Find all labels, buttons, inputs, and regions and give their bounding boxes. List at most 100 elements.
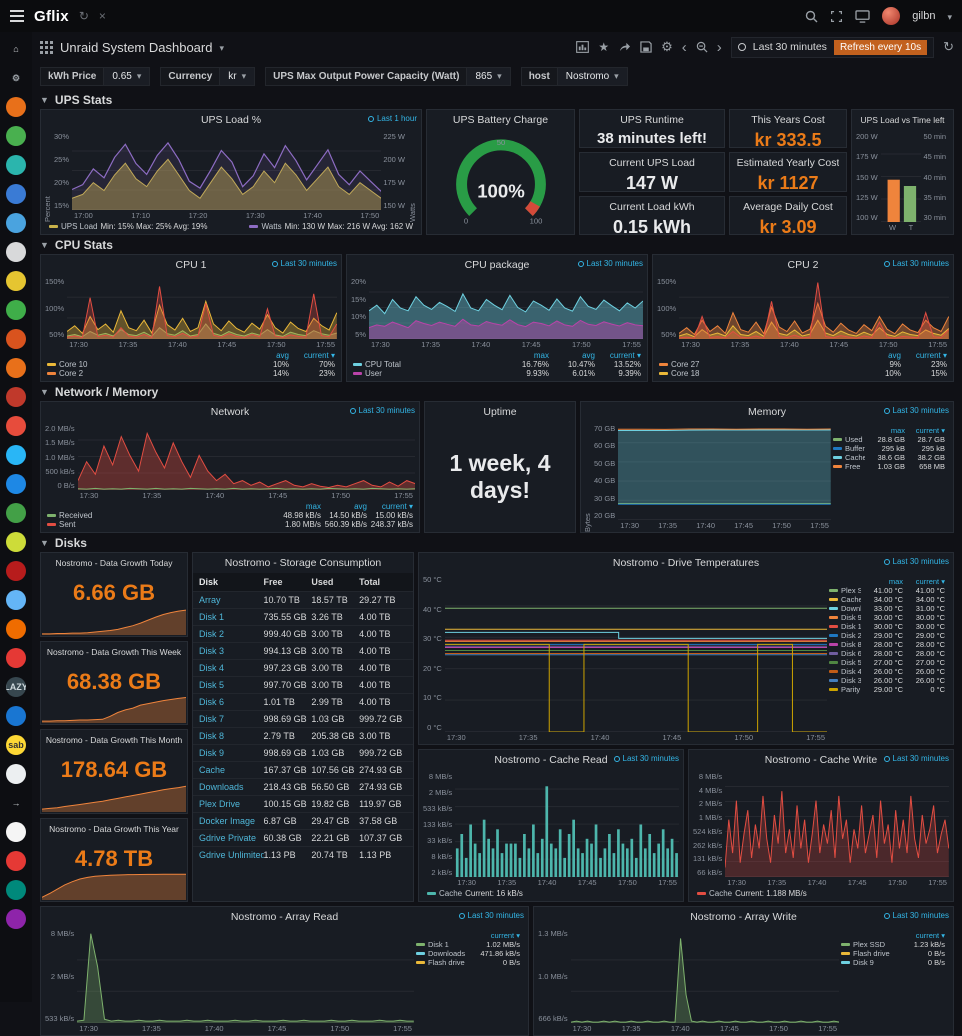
time-range-picker[interactable]: Last 30 minutes Refresh every 10s xyxy=(730,36,935,58)
kiosk-mode-icon[interactable] xyxy=(830,10,843,23)
app-icon-download[interactable] xyxy=(4,646,28,670)
lazylibrarian-icon[interactable]: LAZY xyxy=(4,675,28,699)
panel-title[interactable]: Nostromo - Data Growth This Week xyxy=(46,646,182,657)
dashboard-settings-icon[interactable]: ⚙ xyxy=(661,39,673,54)
hamburger-menu-icon[interactable] xyxy=(10,10,24,22)
panel-title[interactable]: Nostromo - Cache Read xyxy=(494,754,608,766)
snapshot-icon[interactable]: ↻ xyxy=(78,9,89,23)
app-icon-cyan[interactable] xyxy=(4,443,28,467)
panel-title[interactable]: This Years Cost xyxy=(751,114,825,126)
user-menu-caret[interactable] xyxy=(947,7,952,25)
panel-time-override[interactable]: Last 30 minutes xyxy=(883,754,949,763)
app-icon-red[interactable] xyxy=(4,414,28,438)
legend-item[interactable]: Parity 29.00 °C 0 °C xyxy=(829,685,945,694)
legend-item[interactable]: Sent 1.80 MB/s 560.39 kB/s 248.37 kB/s xyxy=(47,520,413,529)
cache-read-chart[interactable] xyxy=(455,772,679,877)
close-icon[interactable]: × xyxy=(98,9,106,23)
app-icon-sky[interactable] xyxy=(4,588,28,612)
legend-item[interactable]: Disk 1 1.02 MB/s xyxy=(416,940,520,949)
legend-item[interactable]: Disk 6 28.00 °C 28.00 °C xyxy=(829,649,945,658)
variable-dropdown[interactable]: Currency kr xyxy=(160,66,256,86)
panel-time-override[interactable]: Last 30 minutes xyxy=(883,406,949,415)
library-icon[interactable] xyxy=(4,762,28,786)
app-icon-blue[interactable] xyxy=(4,182,28,206)
panel-title[interactable]: Average Daily Cost xyxy=(743,200,833,213)
github-icon[interactable] xyxy=(4,820,28,844)
cpu2-chart[interactable] xyxy=(679,277,949,339)
share-icon[interactable] xyxy=(618,41,631,53)
add-panel-icon[interactable] xyxy=(576,41,590,53)
dashboard-title[interactable]: Unraid System Dashboard xyxy=(60,39,213,55)
ups-bar-chart[interactable] xyxy=(880,132,922,222)
app-icon-light[interactable] xyxy=(4,240,28,264)
panel-time-override[interactable]: Last 30 minutes xyxy=(349,406,415,415)
panel-title[interactable]: Nostromo - Array Read xyxy=(230,911,339,923)
panel-time-override[interactable]: Last 30 minutes xyxy=(577,259,643,268)
legend-item[interactable]: Disk 9 30.00 °C 30.00 °C xyxy=(829,613,945,622)
panel-title[interactable]: UPS Load vs Time left xyxy=(860,115,945,125)
save-icon[interactable] xyxy=(640,41,652,53)
legend-item[interactable]: CPU Total 16.76% 10.47% 13.52% xyxy=(353,360,641,369)
settings-icon[interactable]: ⚙ xyxy=(11,72,21,83)
star-dashboard-icon[interactable]: ★ xyxy=(598,40,610,54)
variable-dropdown[interactable]: host Nostromo xyxy=(520,66,628,86)
app-icon-rust[interactable] xyxy=(4,327,28,351)
legend-item[interactable]: Downloads 471.86 kB/s xyxy=(416,949,520,958)
panel-time-override[interactable]: Last 30 minutes xyxy=(271,259,337,268)
panel-title[interactable]: Network xyxy=(210,406,250,418)
ups-load-chart[interactable] xyxy=(72,132,382,210)
dashboard-title-caret[interactable] xyxy=(219,38,224,56)
home-icon[interactable]: ⌂ xyxy=(13,43,19,54)
panel-title[interactable]: CPU package xyxy=(464,259,530,271)
panel-title[interactable]: UPS Runtime xyxy=(620,114,684,126)
legend-item[interactable]: Core 10 10% 70% xyxy=(47,360,335,369)
cpu1-chart[interactable] xyxy=(67,277,337,339)
panel-time-override[interactable]: Last 30 minutes xyxy=(883,557,949,566)
refresh-interval-chip[interactable]: Refresh every 10s xyxy=(833,39,928,55)
panel-title[interactable]: Current Load kWh xyxy=(609,200,695,213)
app-icon-orange[interactable] xyxy=(4,617,28,641)
tv-mode-icon[interactable] xyxy=(855,9,870,23)
panel-title[interactable]: Estimated Yearly Cost xyxy=(736,157,840,170)
user-avatar[interactable] xyxy=(882,7,901,25)
section-cpu-stats[interactable]: ▼ CPU Stats xyxy=(40,238,113,252)
panel-title[interactable]: Nostromo - Data Growth This Month xyxy=(45,735,183,745)
app-icon-violet[interactable] xyxy=(4,907,28,931)
username[interactable]: gilbn xyxy=(912,10,936,22)
panel-title[interactable]: CPU 1 xyxy=(175,259,207,271)
legend-item[interactable]: Disk 2 29.00 °C 29.00 °C xyxy=(829,631,945,640)
panel-time-override[interactable]: Last 30 minutes xyxy=(613,754,679,763)
panel-title[interactable]: Memory xyxy=(748,406,786,418)
app-icon-yellow[interactable] xyxy=(4,269,28,293)
legend-item[interactable]: Core 2 14% 23% xyxy=(47,369,335,378)
zoom-out-icon[interactable] xyxy=(696,41,708,53)
cpu-package-chart[interactable] xyxy=(369,277,643,339)
drive-temperatures-chart[interactable] xyxy=(444,575,827,732)
app-icon-leaf[interactable] xyxy=(4,501,28,525)
network-chart[interactable] xyxy=(77,424,415,490)
legend-item[interactable]: Cache 34.00 °C 34.00 °C xyxy=(829,595,945,604)
app-logo[interactable]: Gflix xyxy=(34,7,69,25)
legend-item[interactable]: Disk 4 26.00 °C 26.00 °C xyxy=(829,667,945,676)
cycle-prev-icon[interactable]: ‹ xyxy=(681,38,687,56)
legend-item[interactable]: Disk 5 27.00 °C 27.00 °C xyxy=(829,658,945,667)
panel-time-override[interactable]: Last 1 hour xyxy=(367,114,417,123)
section-disks[interactable]: ▼ Disks xyxy=(40,536,87,550)
logout-icon[interactable]: → xyxy=(11,797,21,808)
array-write-chart[interactable] xyxy=(570,929,839,1023)
section-network-memory[interactable]: ▼ Network / Memory xyxy=(40,385,159,399)
panel-title[interactable]: Uptime xyxy=(483,406,517,418)
memory-chart[interactable] xyxy=(618,424,831,520)
grafana-icon[interactable] xyxy=(4,356,28,380)
panel-time-override[interactable]: Last 30 minutes xyxy=(883,259,949,268)
legend-item[interactable]: Watts Min: 130 W Max: 216 W Avg: 162 W xyxy=(249,222,413,231)
legend-item[interactable]: Plex SSD 41.00 °C41.00 °C xyxy=(829,586,945,595)
legend-item[interactable]: Flash drive 0 B/s xyxy=(416,958,520,967)
app-icon-red-2[interactable] xyxy=(4,849,28,873)
panel-title[interactable]: Current UPS Load xyxy=(609,157,695,170)
unraid-icon[interactable] xyxy=(4,95,28,119)
legend-item[interactable]: Disk 3 26.00 °C 26.00 °C xyxy=(829,676,945,685)
sabnzbd-icon[interactable]: sab xyxy=(4,733,28,757)
